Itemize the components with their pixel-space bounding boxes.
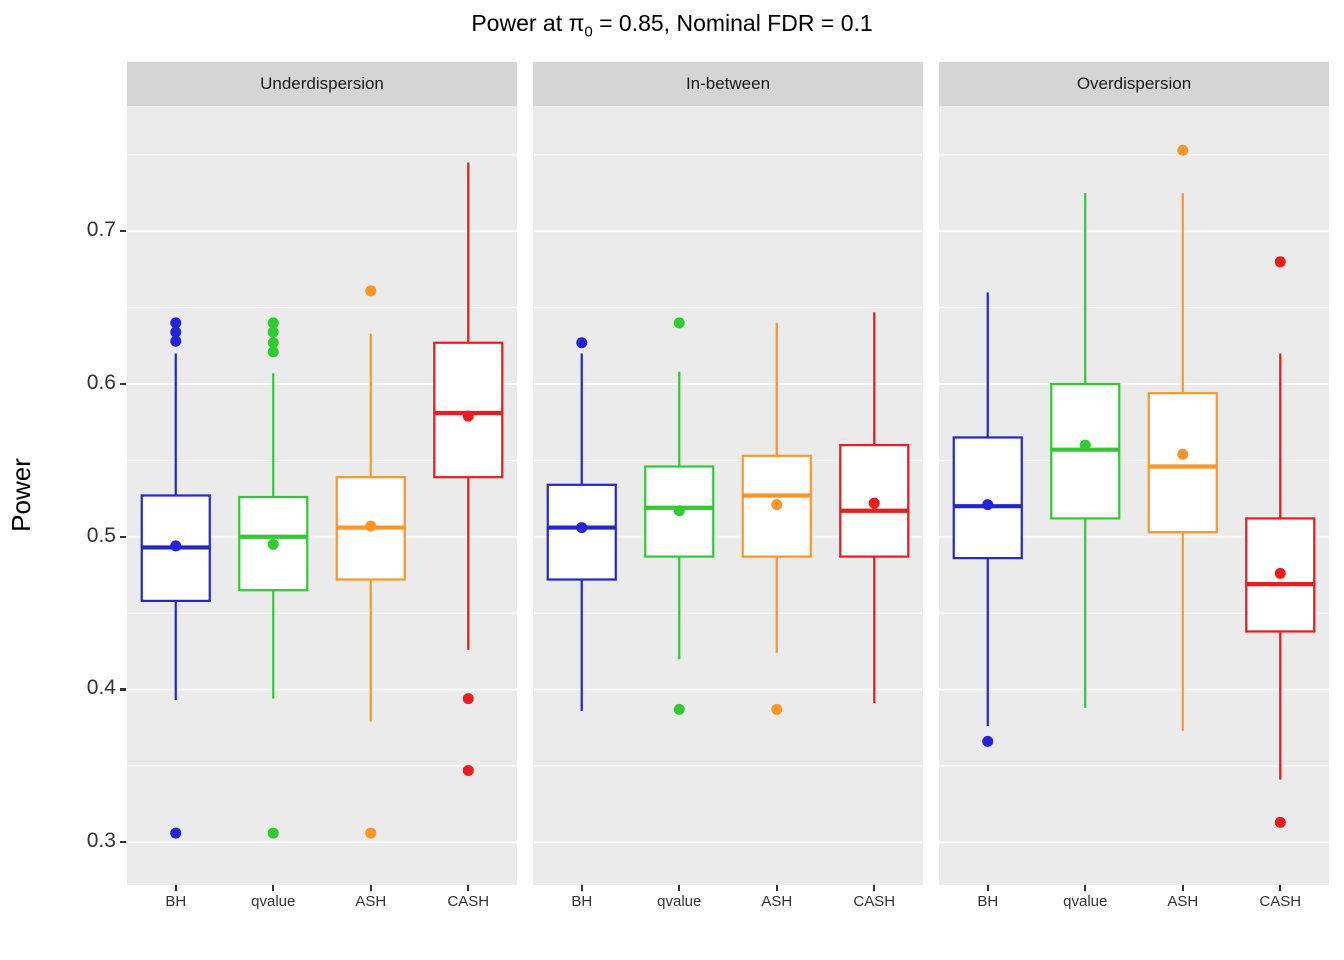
outlier-point xyxy=(673,703,685,715)
outlier-point xyxy=(267,337,279,349)
y-tick-mark xyxy=(120,382,126,386)
x-tick-mark xyxy=(369,885,372,891)
outlier-point xyxy=(267,326,279,338)
outlier-point xyxy=(170,326,182,338)
y-tick-mark xyxy=(120,230,126,233)
chart-title-prefix: Power at xyxy=(471,10,569,36)
x-tick-mark xyxy=(1181,885,1184,891)
y-tick-label-0.5: 0.5 xyxy=(86,523,116,547)
boxplot-overdispersion-ash xyxy=(1147,144,1218,731)
x-tick-mark xyxy=(986,885,989,891)
facet-panel-in-between xyxy=(533,106,923,885)
x-tick-label-cash: CASH xyxy=(447,893,490,910)
facet-panel-overdispersion xyxy=(939,106,1329,885)
iqr-box xyxy=(433,341,504,479)
outlier-point xyxy=(267,317,279,329)
mean-point xyxy=(1079,439,1091,451)
mean-point xyxy=(771,499,783,511)
x-tick-mark xyxy=(775,885,778,891)
boxplot-underdispersion-cash xyxy=(433,162,504,776)
chart-title-pi: π xyxy=(568,10,585,36)
x-tick-mark xyxy=(580,885,583,891)
x-tick-label-bh: BH xyxy=(165,893,187,910)
boxplot-in-between-cash xyxy=(839,312,910,704)
x-tick-mark xyxy=(272,885,275,891)
y-tick-label-0.4: 0.4 xyxy=(86,676,116,700)
outlier-point xyxy=(1274,256,1286,268)
y-tick-label-0.3: 0.3 xyxy=(86,829,116,853)
outlier-point xyxy=(1274,816,1286,828)
outlier-point xyxy=(576,337,588,349)
x-tick-label-bh: BH xyxy=(571,893,593,910)
boxplot-overdispersion-qvalue xyxy=(1050,193,1121,708)
boxplot-underdispersion-ash xyxy=(335,285,406,839)
mean-point xyxy=(267,538,279,550)
outlier-point xyxy=(673,317,685,329)
x-tick-label-bh: BH xyxy=(977,893,999,910)
facet-panel-underdispersion xyxy=(127,106,517,885)
y-axis-label: Power xyxy=(5,458,36,532)
outlier-point xyxy=(365,285,377,297)
outlier-point xyxy=(170,335,182,347)
x-tick-mark xyxy=(873,885,876,891)
boxplot-in-between-bh xyxy=(546,337,617,711)
y-tick-mark xyxy=(120,688,126,691)
mean-point xyxy=(868,497,880,509)
mean-point xyxy=(365,520,377,532)
boxplot-overdispersion-cash xyxy=(1245,256,1316,828)
facet-strip-in-between: In-between xyxy=(533,62,923,106)
boxplot-underdispersion-qvalue xyxy=(238,317,309,839)
mean-point xyxy=(170,540,182,552)
y-tick-mark xyxy=(120,841,126,844)
x-tick-mark xyxy=(678,885,681,891)
x-tick-mark xyxy=(467,885,470,891)
mean-point xyxy=(462,410,474,422)
iqr-box xyxy=(1147,392,1218,534)
y-tick-label-0.7: 0.7 xyxy=(86,218,116,242)
x-tick-label-ash: ASH xyxy=(761,893,793,910)
boxplot-underdispersion-bh xyxy=(140,317,211,839)
facet-strip-overdispersion: Overdispersion xyxy=(939,62,1329,106)
x-tick-label-cash: CASH xyxy=(1259,893,1302,910)
x-tick-label-qvalue: qvalue xyxy=(251,893,296,910)
outlier-point xyxy=(170,317,182,329)
x-tick-mark xyxy=(174,885,177,891)
iqr-box xyxy=(839,443,910,558)
boxplot-in-between-qvalue xyxy=(644,317,715,715)
outlier-point xyxy=(267,827,279,839)
x-tick-label-ash: ASH xyxy=(355,893,387,910)
x-tick-label-ash: ASH xyxy=(1167,893,1199,910)
facet-strip-underdispersion: Underdispersion xyxy=(127,62,517,106)
outlier-point xyxy=(170,827,182,839)
mean-point xyxy=(576,522,588,534)
outlier-point xyxy=(771,703,783,715)
mean-point xyxy=(1177,448,1189,460)
outlier-point xyxy=(267,346,279,358)
outlier-point xyxy=(365,827,377,839)
x-tick-label-qvalue: qvalue xyxy=(1063,893,1108,910)
outlier-point xyxy=(982,735,994,747)
chart-title-pi-subscript: 0 xyxy=(584,23,593,41)
x-tick-mark xyxy=(1084,885,1087,891)
mean-point xyxy=(1274,567,1286,579)
x-tick-label-cash: CASH xyxy=(853,893,896,910)
x-tick-label-qvalue: qvalue xyxy=(657,893,702,910)
outlier-point xyxy=(1177,144,1189,156)
x-tick-mark xyxy=(1279,885,1282,891)
iqr-box xyxy=(952,436,1023,560)
mean-point xyxy=(982,499,994,511)
outlier-point xyxy=(462,693,474,705)
boxplot-overdispersion-bh xyxy=(952,292,1023,747)
y-tick-label-0.6: 0.6 xyxy=(86,370,116,394)
outlier-point xyxy=(462,764,474,776)
mean-point xyxy=(673,505,685,517)
chart-title: Power at π0 = 0.85, Nominal FDR = 0.1 xyxy=(0,10,1344,41)
y-tick-mark xyxy=(120,535,126,538)
chart-title-suffix: = 0.85, Nominal FDR = 0.1 xyxy=(592,10,873,36)
boxplot-in-between-ash xyxy=(741,322,812,715)
iqr-box xyxy=(1245,517,1316,633)
